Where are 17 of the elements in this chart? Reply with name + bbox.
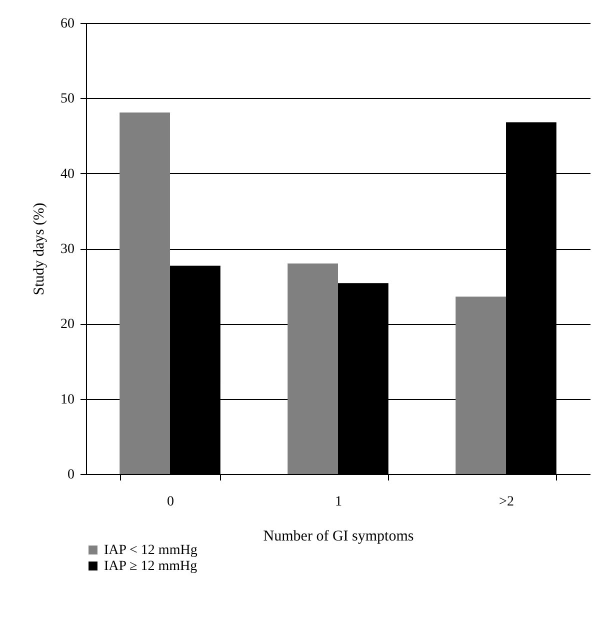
- bar: [456, 296, 506, 474]
- x-tick-label: >2: [499, 494, 514, 510]
- y-tick-label: 10: [60, 392, 74, 408]
- bar: [288, 264, 338, 474]
- y-tick-label: 20: [60, 317, 74, 332]
- y-tick-label: 50: [60, 92, 74, 107]
- x-tick-label: 1: [335, 494, 342, 510]
- y-tick-label: 0: [68, 468, 74, 482]
- x-tick-label: 0: [167, 494, 174, 510]
- y-tick-label: 30: [60, 242, 74, 257]
- legend-label: IAP ≥ 12 mmHg: [104, 559, 198, 574]
- y-tick-label: 60: [60, 16, 74, 32]
- y-tick-label: 40: [60, 166, 74, 182]
- bar: [120, 112, 170, 474]
- y-axis-title: Study days (%): [32, 202, 48, 296]
- legend-label: IAP < 12 mmHg: [104, 543, 198, 558]
- x-axis-title: Number of GI symptoms: [263, 528, 414, 544]
